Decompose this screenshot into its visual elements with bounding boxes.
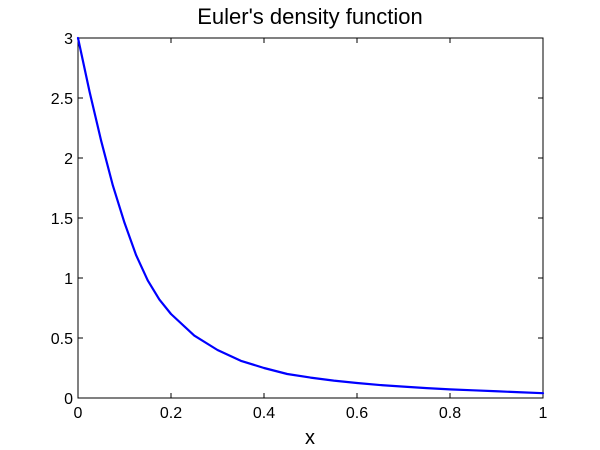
density-curve (76, 36, 545, 395)
y-tick-label: 2 (64, 151, 73, 168)
y-tick-label: 0 (64, 391, 73, 408)
chart-title: Euler's density function (197, 4, 423, 29)
x-tick-label: 0.6 (346, 405, 368, 422)
tick-labels: 0 0.2 0.4 0.6 0.8 1 0 0.5 1 1.5 2 2.5 3 (51, 31, 548, 422)
x-tick-label: 0.2 (160, 405, 182, 422)
y-tick-label: 2.5 (51, 91, 73, 108)
y-tick-label: 1 (64, 271, 73, 288)
x-tick-label: 1 (539, 405, 548, 422)
y-tick-label: 1.5 (51, 211, 73, 228)
x-tick-label: 0.8 (439, 405, 461, 422)
x-tick-label: 0.4 (253, 405, 275, 422)
y-tick-label: 3 (64, 31, 73, 48)
x-axis-label: x (305, 427, 315, 449)
y-tick-label: 0.5 (51, 331, 73, 348)
plot-area (77, 37, 544, 399)
x-tick-label: 0 (74, 405, 83, 422)
